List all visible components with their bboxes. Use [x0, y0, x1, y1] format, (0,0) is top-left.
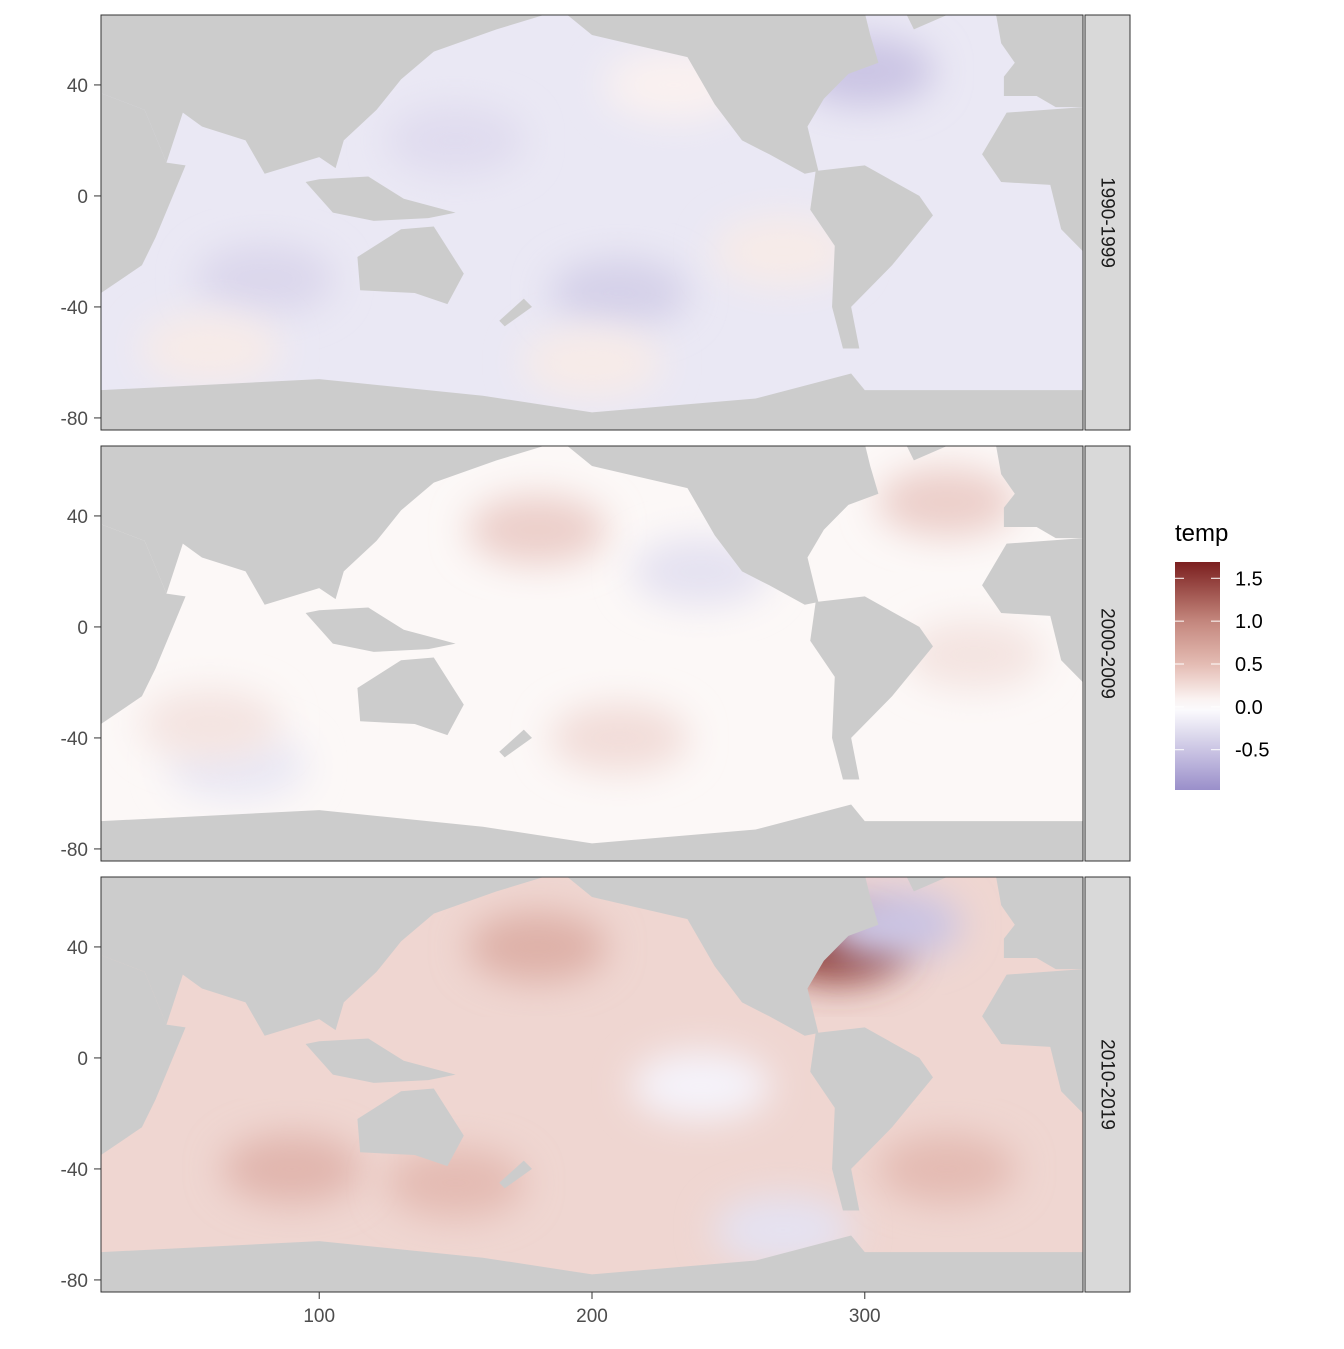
land-mass	[810, 165, 933, 349]
x-tick-label: 300	[849, 1306, 881, 1327]
legend-tick-label: -0.5	[1235, 740, 1269, 762]
land-mass	[567, 15, 879, 174]
land-mass	[906, 877, 947, 892]
y-tick-label: -40	[61, 1160, 88, 1181]
y-tick-label: -80	[61, 1271, 88, 1292]
anomaly-region	[467, 494, 608, 565]
y-tick-label: -40	[61, 729, 88, 750]
anomaly-region	[631, 1050, 772, 1121]
land-mass	[305, 176, 456, 221]
land-mass	[982, 107, 1083, 252]
y-tick-label: -80	[61, 409, 88, 430]
y-tick-label: -80	[61, 840, 88, 861]
legend-title: temp	[1175, 520, 1228, 547]
land-mass	[305, 1038, 456, 1083]
land-mass	[996, 877, 1083, 970]
land-mass	[996, 15, 1083, 108]
anomaly-region	[385, 105, 526, 176]
land-mass	[982, 538, 1083, 683]
facet-strip	[1084, 876, 1131, 1293]
y-tick-label: 0	[77, 187, 88, 208]
y-tick-label: 0	[77, 1049, 88, 1070]
land-mass	[810, 596, 933, 780]
land-mass	[499, 298, 532, 327]
anomaly-region	[140, 689, 281, 760]
land-mass	[499, 729, 532, 758]
anomaly-region	[140, 313, 281, 384]
y-tick-label: 40	[67, 76, 88, 97]
land-mass	[357, 657, 464, 736]
anomaly-region	[712, 216, 853, 287]
land-mass	[567, 446, 879, 605]
x-tick-label: 100	[303, 1306, 335, 1327]
anomaly-region	[903, 619, 1044, 690]
y-tick-label: -40	[61, 298, 88, 319]
land-mass	[101, 93, 186, 294]
legend-tick-label: 1.0	[1235, 611, 1263, 633]
land-mass	[101, 373, 1083, 430]
panel-content	[101, 15, 1083, 430]
anomaly-region	[876, 467, 1017, 538]
x-tick-label: 200	[576, 1306, 608, 1327]
facet-strip-label: 2010-2019	[1097, 1039, 1118, 1130]
facet-strip-label: 2000-2009	[1097, 608, 1118, 699]
panel-content	[101, 446, 1083, 861]
legend-tick-label: 0.0	[1235, 697, 1263, 719]
anomaly-region	[194, 244, 335, 315]
facet-panel: 1990-1999 40 0 -40 -80	[61, 14, 1131, 431]
land-mass	[906, 446, 947, 461]
facet-strip	[1084, 14, 1131, 431]
y-tick-label: 40	[67, 938, 88, 959]
facet-strip-label: 1990-1999	[1097, 177, 1118, 268]
land-mass	[101, 1235, 1083, 1292]
land-mass	[996, 446, 1083, 539]
panel-border	[100, 445, 1084, 862]
land-mass	[101, 955, 186, 1156]
legend-tick-label: 0.5	[1235, 654, 1263, 676]
panel-content	[101, 877, 1083, 1292]
anomaly-region	[549, 258, 690, 329]
legend-colorbar	[1175, 562, 1220, 790]
land-mass	[101, 15, 544, 174]
land-mass	[305, 607, 456, 652]
y-tick-label: 40	[67, 507, 88, 528]
land-mass	[567, 877, 879, 1036]
land-mass	[982, 969, 1083, 1114]
land-mass	[357, 1088, 464, 1167]
land-mass	[101, 446, 544, 605]
facet-panel: 2010-2019 40 0 -40 -80	[61, 876, 1131, 1293]
land-mass	[499, 1160, 532, 1189]
land-mass	[906, 15, 947, 30]
panel-border	[100, 14, 1084, 431]
facet-strip	[1084, 445, 1131, 862]
land-mass	[357, 226, 464, 305]
land-mass	[101, 804, 1083, 861]
facet-panel: 2000-2009 40 0 -40 -80	[61, 445, 1131, 862]
anomaly-region	[385, 1147, 526, 1218]
land-mass	[810, 1027, 933, 1211]
anomaly-region	[221, 1133, 362, 1204]
anomaly-region	[549, 702, 690, 773]
anomaly-region	[522, 327, 662, 398]
anomaly-region	[876, 1133, 1017, 1204]
anomaly-region	[467, 911, 608, 982]
legend-tick-label: 1.5	[1235, 568, 1263, 590]
land-mass	[101, 877, 544, 1036]
land-mass	[101, 524, 186, 725]
y-tick-label: 0	[77, 618, 88, 639]
